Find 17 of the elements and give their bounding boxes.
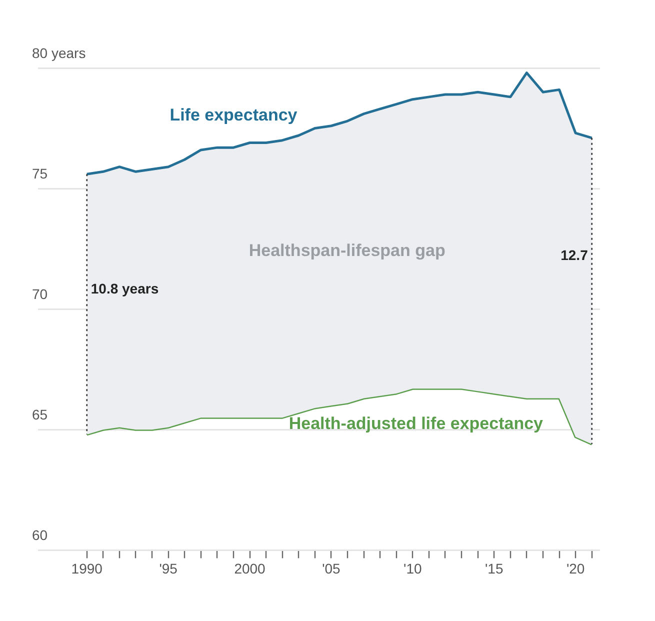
x-tick-label: '95 [159,560,178,576]
annotation: 10.8 years [90,280,159,297]
y-tick-label: 75 [32,165,48,182]
x-tick-label: '20 [566,560,585,576]
y-tick-label: 60 [32,527,48,544]
x-tick-label: '15 [484,560,504,576]
series-label: Life expectancy [170,105,298,124]
x-tick-label: 1990 [71,560,103,576]
y-tick-label: 65 [32,406,48,423]
y-tick-label: 80 years [32,44,86,61]
annotation: Healthspan-lifespan gap [248,240,446,260]
x-tick-label: '05 [322,560,341,576]
series-label: Health-adjusted life expectancy [288,414,544,433]
x-tick-label: 2000 [234,560,266,576]
y-tick-label: 70 [32,286,48,302]
annotation: 12.7 [560,246,588,263]
x-tick-label: '10 [404,560,422,576]
